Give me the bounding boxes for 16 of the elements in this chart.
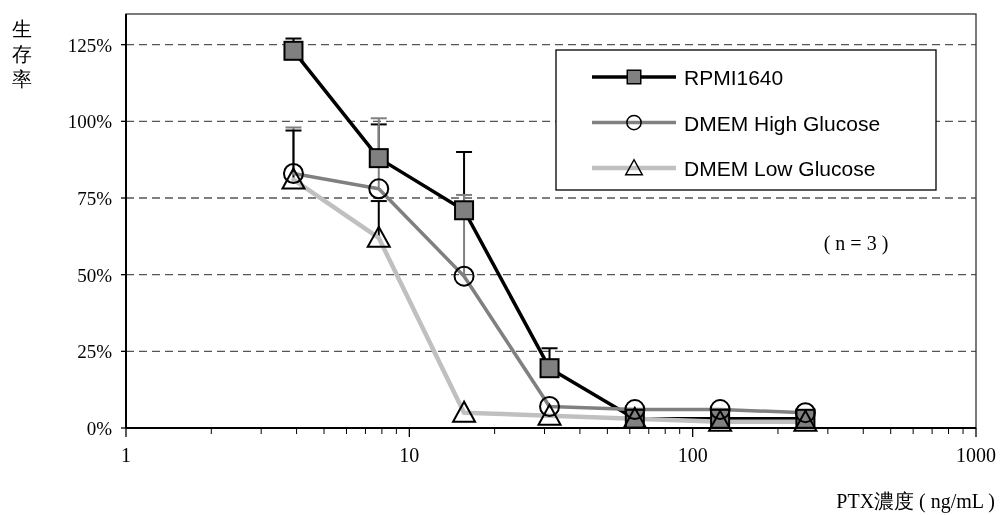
y-tick-label: 50% [77, 264, 113, 286]
annotation: ( n = 3 ) [823, 232, 889, 255]
y-axis-title: 生存率 [12, 18, 32, 90]
legend-label: DMEM Low Glucose [684, 157, 876, 180]
x-tick-label: 10 [399, 444, 420, 466]
x-axis-title: PTX濃度 ( ng/mL ) [836, 490, 995, 513]
legend-label: DMEM High Glucose [684, 111, 881, 135]
y-tick-label: 0% [86, 418, 113, 439]
x-tick-label: 1000 [956, 444, 996, 466]
y-tick-label: 125% [67, 34, 113, 56]
x-tick-label: 100 [677, 444, 708, 466]
x-tick-label: 1 [121, 444, 131, 466]
y-tick-label: 75% [77, 188, 113, 209]
legend-label: RPMI1640 [684, 66, 784, 89]
y-tick-label: 100% [67, 111, 113, 133]
y-tick-label: 25% [77, 341, 113, 363]
